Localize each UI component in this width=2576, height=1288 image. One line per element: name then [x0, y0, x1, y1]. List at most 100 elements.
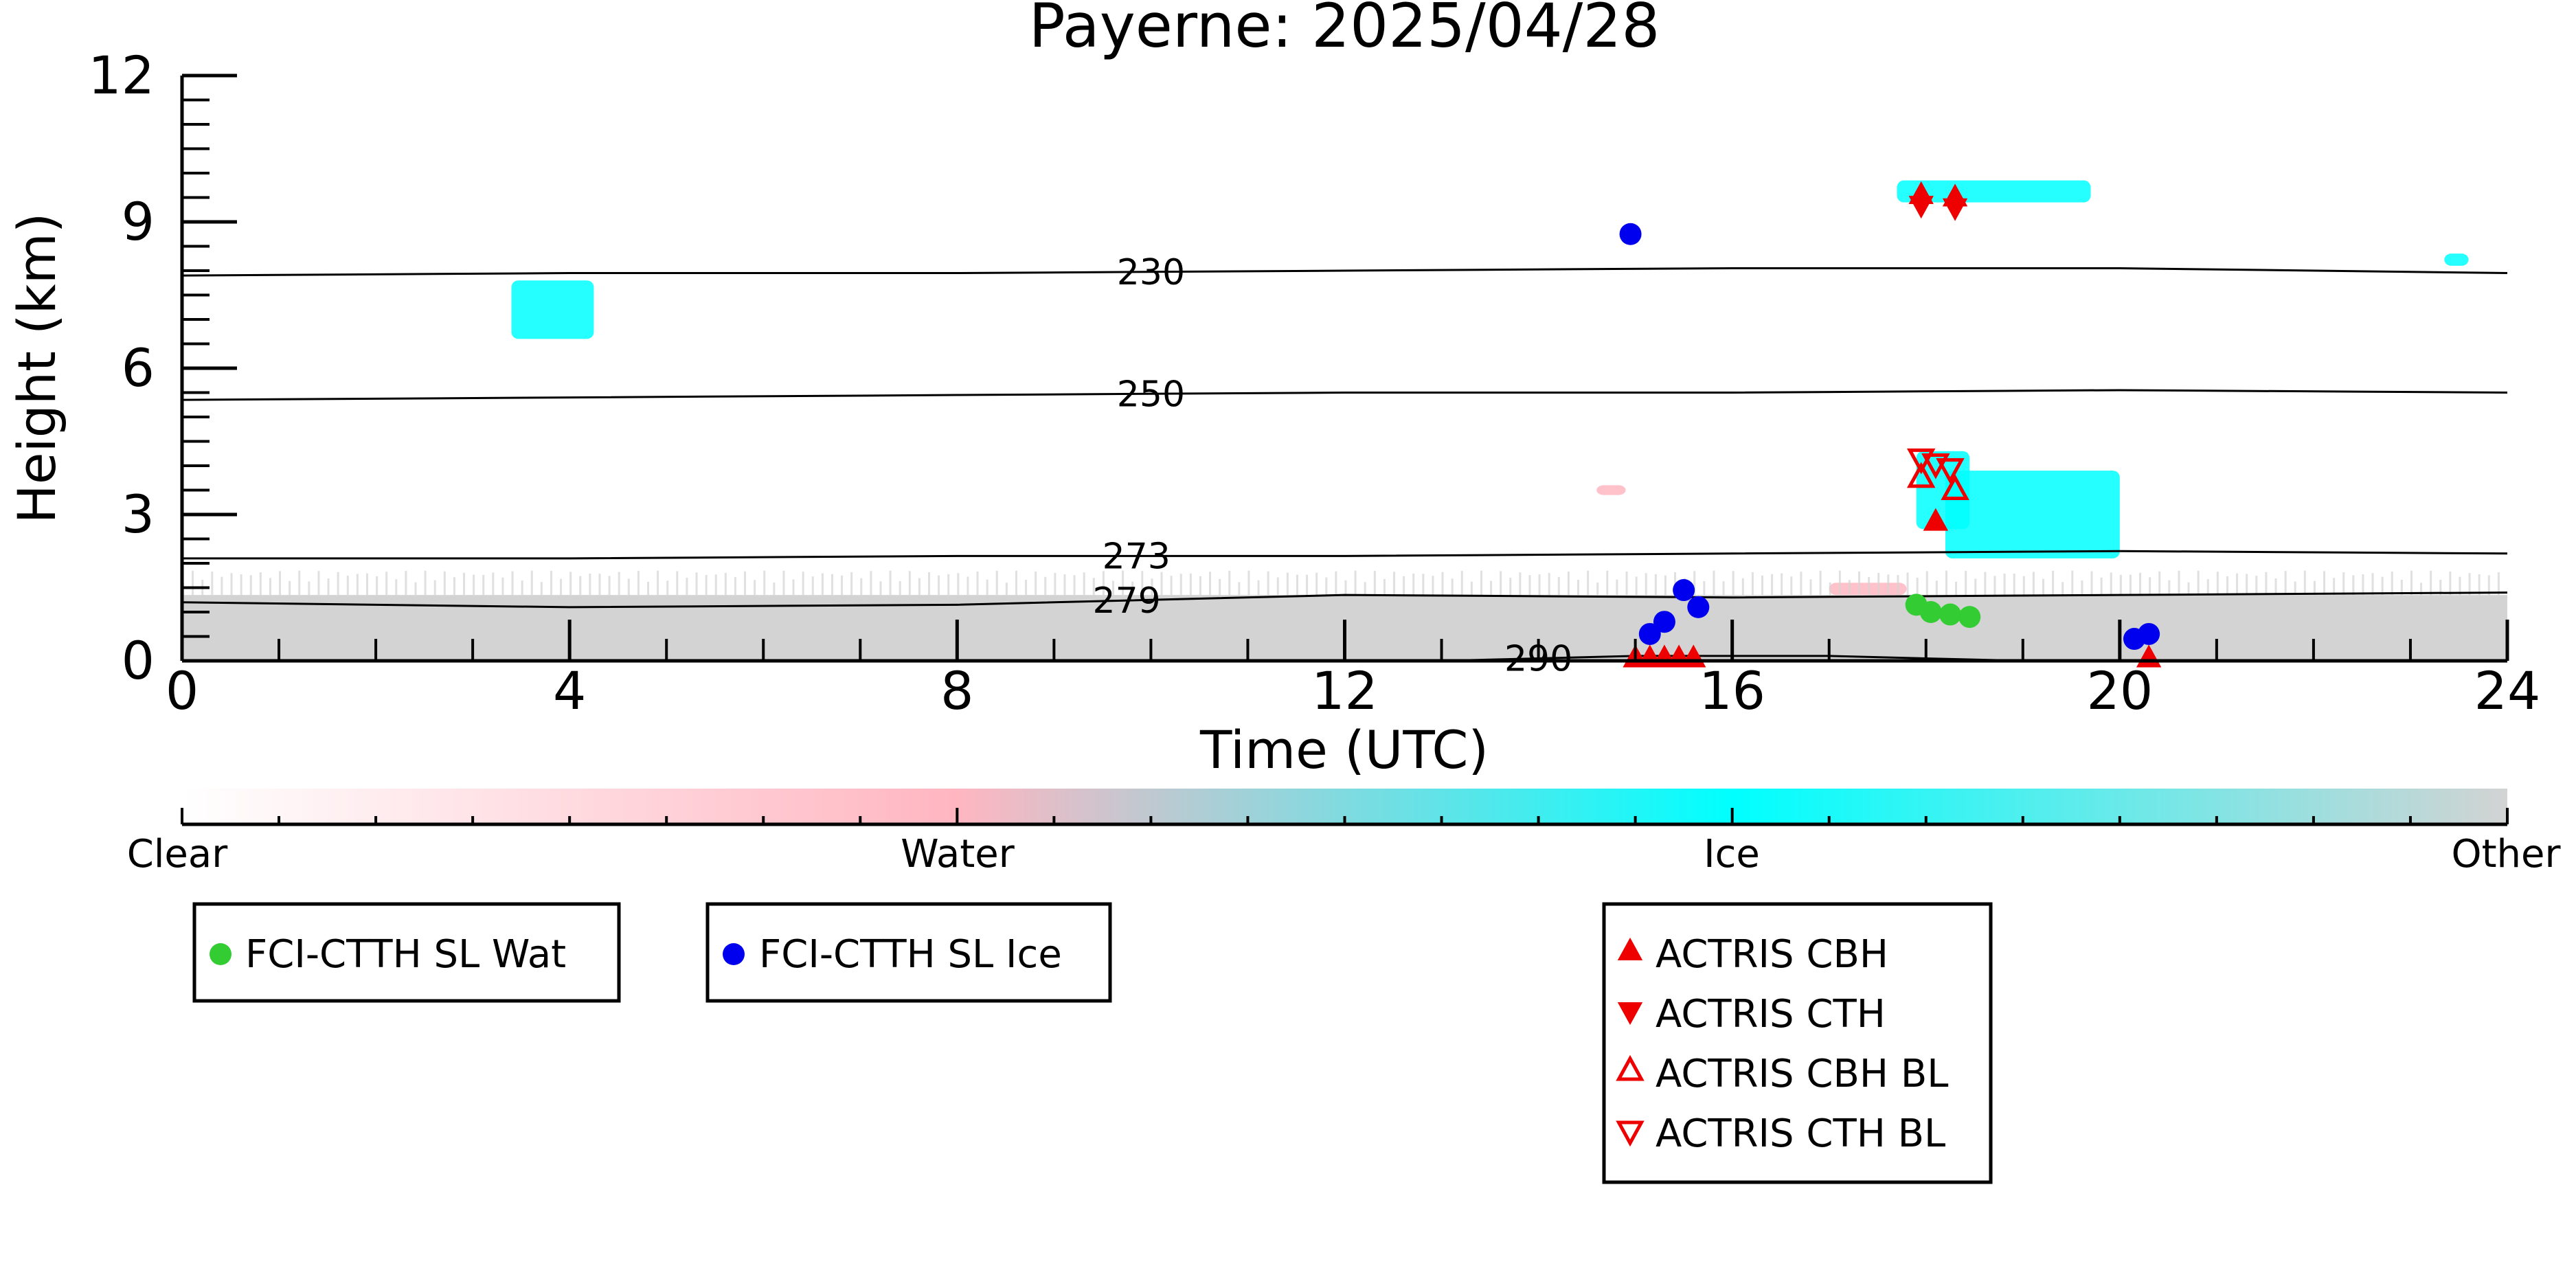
- region-ice: [1897, 180, 2091, 203]
- region-other-speckle: [443, 571, 446, 596]
- region-other-speckle: [1325, 577, 1328, 596]
- region-other-speckle: [1528, 575, 1531, 596]
- region-other-speckle: [850, 572, 853, 596]
- region-other-speckle: [1596, 583, 1599, 596]
- region-other-speckle: [1984, 572, 1987, 596]
- region-other-speckle: [714, 574, 717, 596]
- region-other-speckle: [2168, 580, 2171, 596]
- region-other-speckle: [2362, 574, 2364, 596]
- region-other-speckle: [1654, 574, 1657, 596]
- region-other-speckle: [1645, 573, 1647, 596]
- region-other-speckle: [860, 578, 863, 596]
- region-other-speckle: [1354, 570, 1357, 596]
- contour-line: [181, 591, 2508, 609]
- legend-marker-glyph: [1616, 1120, 1645, 1147]
- y-axis-label: Height (km): [6, 213, 67, 524]
- region-other-speckle: [1548, 573, 1550, 596]
- region-other-speckle: [889, 570, 892, 596]
- region-other-speckle: [1296, 574, 1298, 596]
- region-other-speckle: [2003, 574, 2006, 596]
- region-other-speckle: [1732, 571, 1735, 596]
- region-other-speckle: [2052, 570, 2055, 596]
- region-other-speckle: [317, 571, 320, 596]
- region-other-speckle: [308, 581, 310, 596]
- region-other-speckle: [1838, 570, 1841, 596]
- legend-label: FCI-CTTH SL Ice: [759, 932, 1062, 977]
- point-fci-ctth-sl-ice: [1638, 622, 1661, 645]
- region-other-speckle: [811, 576, 814, 596]
- point-fci-ctth-sl-wat: [1939, 603, 1962, 626]
- region-other-speckle: [899, 580, 901, 596]
- legend-marker: [210, 943, 231, 965]
- region-other-speckle: [346, 576, 349, 596]
- point-fci-ctth-sl-wat: [1958, 606, 1981, 629]
- region-other-speckle: [1925, 571, 1928, 596]
- region-other-speckle: [831, 574, 833, 596]
- colorbar-label-ice: Ice: [1704, 832, 1760, 877]
- region-ice: [511, 280, 594, 339]
- region-other-speckle: [1460, 571, 1463, 596]
- region-other-speckle: [2410, 570, 2413, 596]
- region-other-speckle: [1751, 572, 1754, 596]
- region-other-speckle: [995, 570, 998, 596]
- region-other-speckle: [1179, 574, 1182, 596]
- region-other-speckle: [1974, 578, 1977, 596]
- region-other-speckle: [1083, 572, 1085, 596]
- region-other-speckle: [230, 573, 233, 596]
- region-other-speckle: [2071, 570, 2074, 596]
- region-other-speckle: [1005, 583, 1008, 596]
- region-other-speckle: [2206, 579, 2209, 596]
- region-other-speckle: [1315, 572, 1318, 596]
- region-other-speckle: [754, 580, 756, 596]
- region-other-speckle: [1209, 572, 1212, 596]
- region-other-speckle: [1616, 579, 1618, 596]
- region-other-speckle: [1635, 576, 1638, 596]
- region-other-speckle: [957, 573, 960, 596]
- x-tick-label: 20: [2086, 660, 2153, 721]
- legend-marker-glyph: [1616, 1054, 1645, 1081]
- region-other-speckle: [1945, 570, 1947, 596]
- region-other-speckle: [2333, 578, 2336, 596]
- region-other-speckle: [1993, 576, 1996, 596]
- region-other-speckle: [2197, 570, 2200, 596]
- region-other-speckle: [1577, 580, 1579, 596]
- legend-label: ACTRIS CTH BL: [1656, 1111, 1945, 1156]
- region-other-speckle: [773, 582, 776, 596]
- region-other-speckle: [908, 571, 911, 596]
- region-other-speckle: [1063, 574, 1066, 596]
- region-other-speckle: [2313, 580, 2316, 596]
- region-other-speckle: [1771, 574, 1774, 596]
- region-ice: [2444, 253, 2469, 266]
- legend-marker: [723, 943, 745, 965]
- legend-marker: [1616, 1054, 1645, 1081]
- region-other-speckle: [579, 576, 582, 596]
- legend-marker-glyph: [1617, 937, 1643, 960]
- point-fci-ctth-sl-ice: [1619, 223, 1642, 245]
- region-other-speckle: [1344, 580, 1347, 596]
- region-other-speckle: [2187, 582, 2190, 596]
- y-tick-label: 3: [122, 484, 155, 545]
- axes: 0 4 8 12 16 20 24 0 3 6 9 12: [88, 45, 2540, 721]
- region-other-speckle: [2139, 572, 2142, 596]
- colorbar-label-water: Water: [901, 832, 1015, 877]
- point-actris-cth-bl: [1936, 458, 1965, 484]
- region-other-speckle: [1035, 571, 1037, 596]
- region-other-speckle: [1141, 571, 1144, 596]
- region-other-speckle: [2352, 575, 2355, 596]
- region-other-speckle: [192, 570, 194, 596]
- region-other-speckle: [1819, 570, 1822, 596]
- region-other-speckle: [1567, 571, 1570, 596]
- contour-label: 250: [1117, 374, 1185, 415]
- region-other-speckle: [2265, 572, 2268, 596]
- region-other-speckle: [2081, 580, 2083, 596]
- point-actris-cth: [1908, 196, 1934, 219]
- region-other-speckle: [637, 571, 640, 596]
- region-other-speckle: [1441, 572, 1444, 596]
- legend-marker: [1616, 1120, 1645, 1147]
- region-other-speckle: [405, 570, 407, 596]
- region-other-speckle: [2323, 571, 2326, 596]
- region-ice: [1945, 471, 2120, 558]
- region-other-speckle: [1219, 578, 1221, 596]
- colorbar-label-other: Other: [2451, 832, 2561, 877]
- region-other-speckle: [802, 572, 804, 596]
